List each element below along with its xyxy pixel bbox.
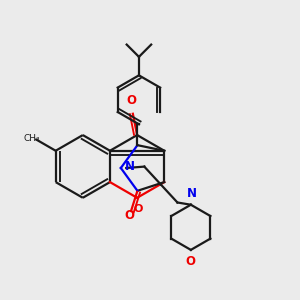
Text: O: O bbox=[126, 94, 136, 107]
Text: N: N bbox=[124, 160, 134, 173]
Text: N: N bbox=[186, 187, 197, 200]
Text: O: O bbox=[134, 204, 143, 214]
Text: O: O bbox=[185, 255, 195, 268]
Text: CH₃: CH₃ bbox=[23, 134, 40, 142]
Text: O: O bbox=[124, 209, 134, 222]
